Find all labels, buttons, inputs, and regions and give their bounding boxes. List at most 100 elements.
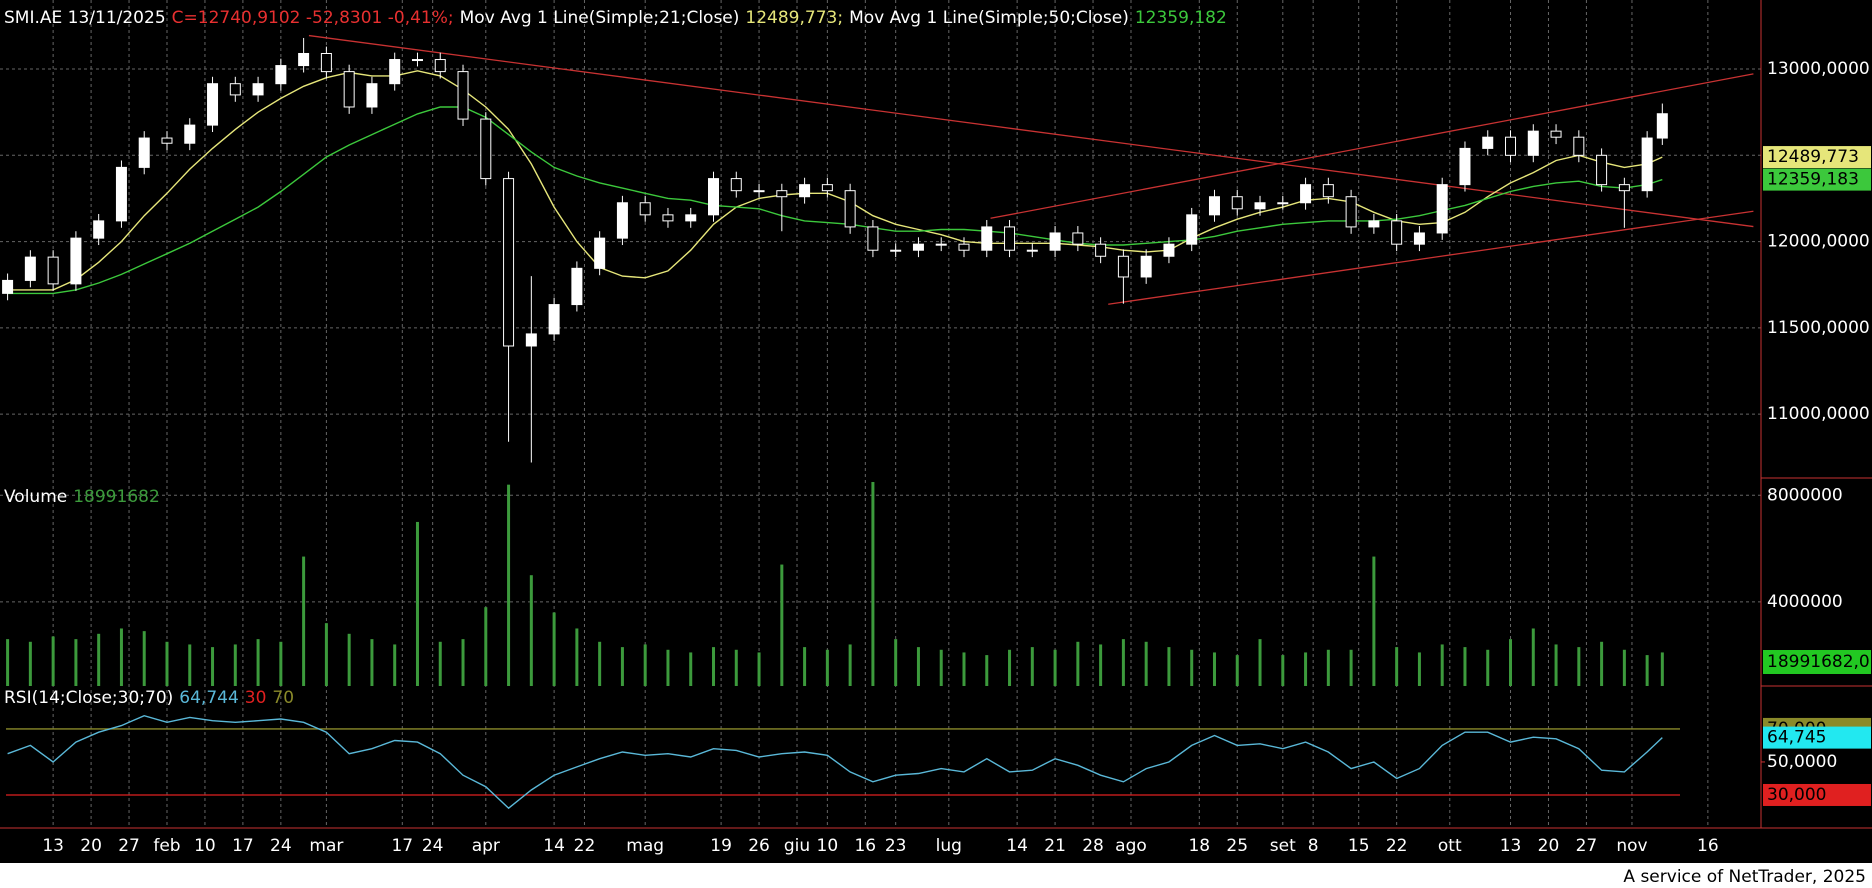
candle-body	[252, 83, 264, 96]
value-box-label: 64,745	[1767, 728, 1826, 748]
x-tick-label: 16	[1697, 836, 1719, 856]
candle-body	[24, 256, 36, 281]
volume-bar	[689, 652, 693, 686]
volume-bar	[233, 644, 237, 686]
y-tick-label: 4000000	[1767, 592, 1843, 612]
y-tick-label: 50,0000	[1767, 752, 1837, 772]
candle-body	[1208, 196, 1220, 216]
volume-bar	[1486, 649, 1490, 686]
volume-bar	[142, 631, 146, 686]
volume-bar	[1099, 644, 1103, 686]
value-box-label: 12359,183	[1767, 170, 1859, 190]
candle-body	[1413, 232, 1425, 245]
volume-bar	[1600, 641, 1604, 686]
candle-body	[411, 59, 423, 62]
y-tick-label: 8000000	[1767, 485, 1843, 505]
candle-body	[138, 137, 150, 168]
candle-body	[1004, 226, 1016, 251]
x-tick-label: 17	[232, 836, 254, 856]
candle-body	[912, 243, 924, 251]
candle-body	[1618, 184, 1630, 192]
volume-bar	[871, 481, 875, 686]
candle-body	[1391, 220, 1403, 245]
volume-bar	[1554, 644, 1558, 686]
volume-bar	[1463, 647, 1467, 686]
x-tick-label: 20	[1538, 836, 1560, 856]
trend-line	[1108, 210, 1754, 305]
candle-body	[70, 237, 82, 285]
candle-body	[457, 71, 469, 120]
x-tick-label: apr	[472, 836, 500, 856]
x-tick-label: 20	[80, 836, 102, 856]
candle-body	[275, 65, 287, 85]
volume-bar	[666, 649, 670, 686]
candle-body	[1117, 255, 1129, 278]
x-tick-label: 24	[422, 836, 444, 856]
volume-bar	[939, 649, 943, 686]
volume-bar	[302, 556, 306, 686]
legend-entry: Mov Avg 1 Line(Simple;50;Close)	[849, 8, 1129, 28]
volume-bar	[165, 641, 169, 686]
x-tick-label: 21	[1044, 836, 1066, 856]
candle-body	[708, 178, 720, 216]
panel-title: RSI(14;Close;30;70)	[4, 688, 173, 708]
volume-bar	[529, 575, 533, 686]
volume-bar	[119, 628, 123, 686]
volume-bar	[28, 641, 32, 686]
x-tick-label: lug	[936, 836, 962, 856]
candle-body	[1656, 113, 1668, 139]
volume-bar	[74, 639, 78, 686]
x-tick-label: nov	[1616, 836, 1647, 856]
x-tick-label: 8	[1308, 836, 1319, 856]
candle-body	[799, 184, 811, 198]
volume-bar	[1440, 644, 1444, 686]
candle-body	[503, 178, 515, 347]
volume-bar	[712, 647, 716, 686]
value-box-label: 12489,773	[1767, 147, 1859, 167]
candle-body	[1300, 184, 1312, 204]
candle-body	[161, 137, 173, 144]
volume-bar	[211, 647, 215, 686]
panel-legend: RSI(14;Close;30;70) 64,744 30 70	[4, 688, 294, 708]
candle-body	[434, 59, 446, 73]
candle-body	[821, 184, 833, 192]
legend-level: 70	[272, 688, 294, 708]
x-tick-label: feb	[153, 836, 180, 856]
volume-bar	[825, 649, 829, 686]
volume-bar	[1076, 641, 1080, 686]
volume-bar	[848, 644, 852, 686]
x-tick-label: 16	[854, 836, 876, 856]
candle-body	[1049, 232, 1061, 251]
candle-body	[1482, 136, 1494, 149]
candle-body	[1505, 136, 1517, 156]
volume-bar	[461, 639, 465, 686]
volume-bar	[484, 607, 488, 686]
value-box	[1763, 726, 1871, 749]
volume-bar	[1212, 652, 1216, 686]
trend-line	[990, 73, 1754, 219]
x-tick-label: set	[1270, 836, 1296, 856]
volume-bar	[1121, 639, 1125, 686]
volume-bar	[985, 655, 989, 686]
x-tick-label: 23	[885, 836, 907, 856]
x-tick-label: 18	[1188, 836, 1210, 856]
x-tick-label: 25	[1226, 836, 1248, 856]
x-tick-label: mar	[309, 836, 343, 856]
legend-value: 18991682	[73, 487, 160, 507]
candle-body	[958, 243, 970, 251]
volume-bar	[51, 636, 55, 686]
candle-body	[1026, 249, 1038, 252]
volume-bar	[6, 639, 10, 686]
candle-body	[207, 83, 219, 126]
legend-entry: Mov Avg 1 Line(Simple;21;Close)	[460, 8, 740, 28]
value-box	[1763, 783, 1871, 806]
volume-bar	[757, 652, 761, 686]
volume-bar	[1349, 649, 1353, 686]
legend-value: 64,744	[179, 688, 238, 708]
y-tick-label: 11500,0000	[1767, 318, 1870, 338]
candle-body	[298, 52, 310, 67]
x-tick-label: 26	[748, 836, 770, 856]
volume-bar	[1235, 655, 1239, 686]
volume-bar	[598, 641, 602, 686]
volume-bar	[1509, 639, 1513, 686]
